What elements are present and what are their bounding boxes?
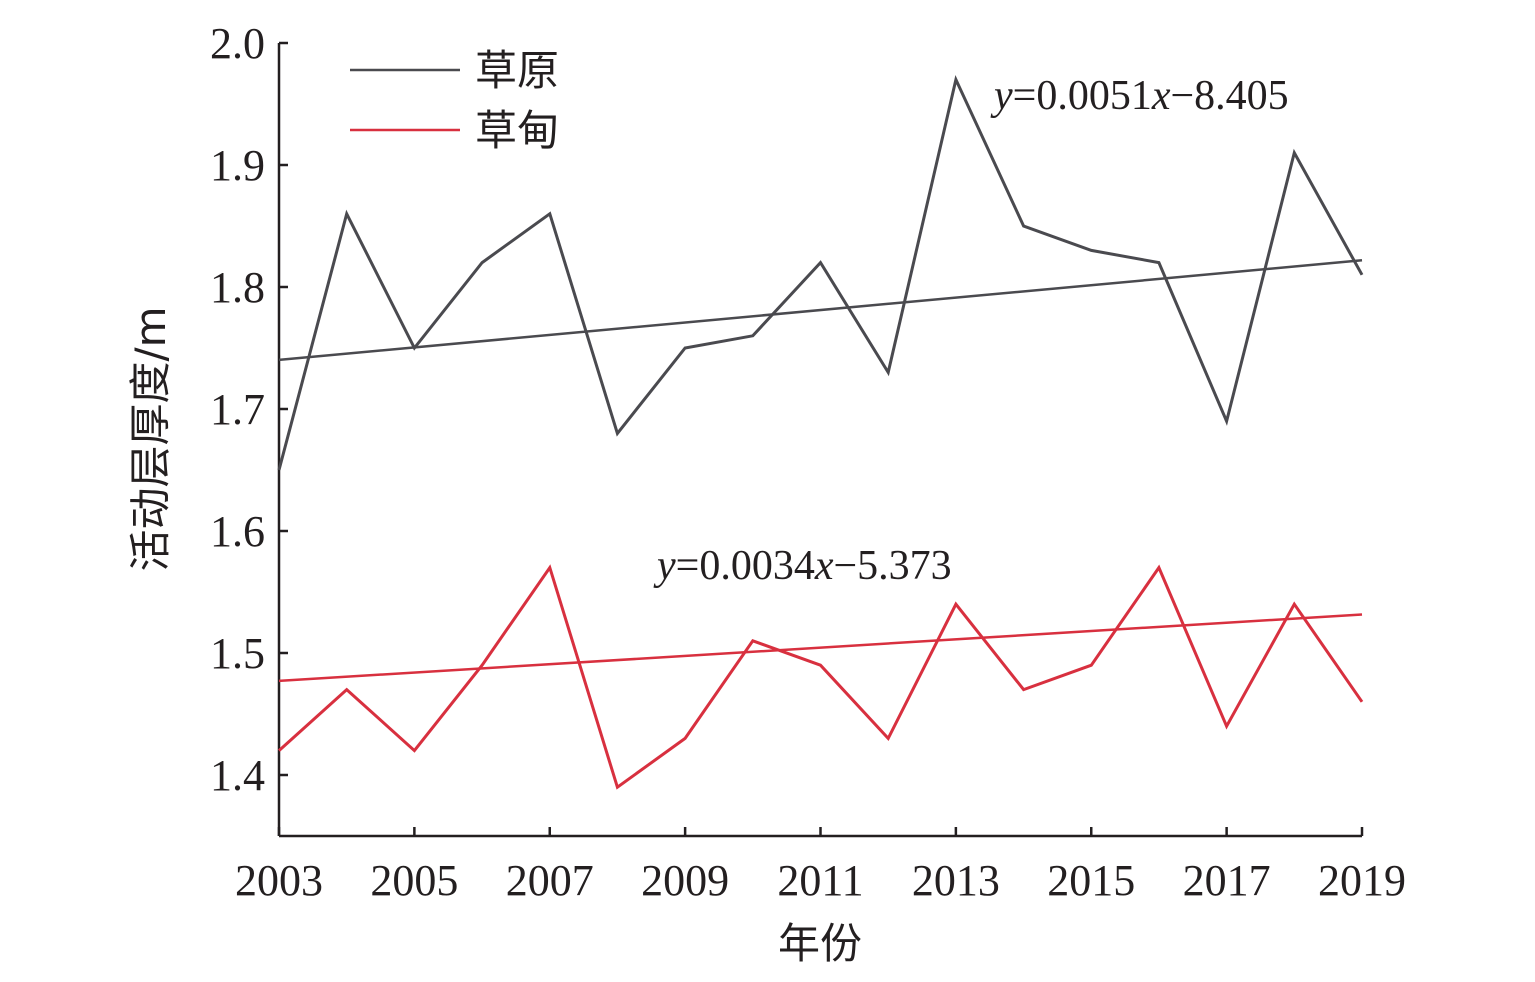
legend-label-meadow: 草甸 [475,106,559,155]
y-tick-label: 1.8 [210,263,265,312]
y-axis-title: 活动层厚度/m [126,306,175,571]
x-tick-label: 2007 [506,856,594,905]
x-tick-label: 2005 [370,856,458,905]
trend-equation-grassland: y=0.0051x−8.405 [990,73,1289,119]
x-ticks: 2003 2005 2007 2009 2011 2013 2015 2017 2019 [235,827,1406,905]
y-tick-label: 1.5 [210,629,265,678]
x-tick-label: 2019 [1318,856,1406,905]
legend-label-grassland: 草原 [475,46,559,95]
y-tick-label: 1.4 [210,751,265,800]
x-tick-label: 2013 [912,856,1000,905]
x-tick-label: 2009 [641,856,729,905]
series-lines [277,74,1364,790]
series-line-meadow [277,564,1364,790]
y-tick-label: 1.6 [210,507,265,556]
trend-equation-meadow: y=0.0034x−5.373 [653,543,952,589]
x-tick-label: 2017 [1183,856,1271,905]
y-tick-label: 1.9 [210,141,265,190]
y-tick-label: 2.0 [210,19,265,68]
trendline-meadow [278,613,1363,683]
series-line-grassland [277,74,1364,471]
trendlines [278,259,1363,683]
x-axis-title: 年份 [778,919,862,968]
x-tick-label: 2011 [777,856,863,905]
legend: 草原 草甸 [350,46,559,155]
y-ticks: 1.4 1.5 1.6 1.7 1.8 1.9 2.0 [210,19,288,800]
trendline-grassland [278,259,1363,362]
x-tick-label: 2003 [235,856,323,905]
y-tick-label: 1.7 [210,385,265,434]
x-tick-label: 2015 [1047,856,1135,905]
